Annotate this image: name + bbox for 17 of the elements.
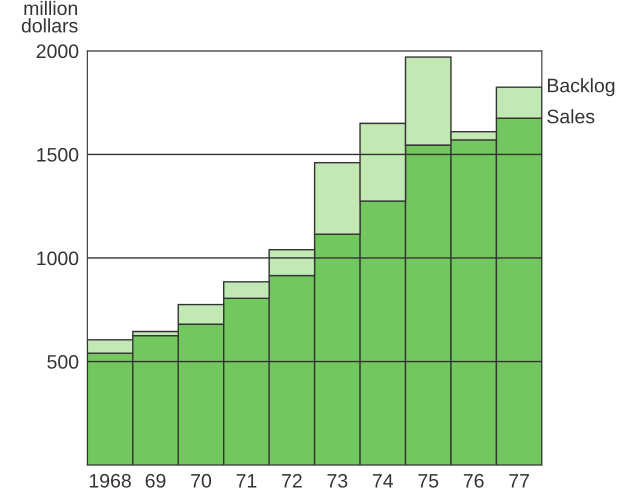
x-tick-label: 72 — [282, 474, 302, 488]
y-tick-label: 2000 — [36, 44, 78, 58]
x-tick-label: 76 — [464, 474, 484, 488]
series-label: Sales — [547, 109, 594, 124]
y-tick-label: 1500 — [37, 148, 78, 162]
x-tick-label: 69 — [146, 474, 166, 488]
x-tick-label: 1968 — [90, 474, 131, 488]
x-tick-label: 74 — [372, 474, 394, 488]
x-tick-label: 70 — [191, 474, 212, 488]
x-tick-label: 77 — [509, 474, 529, 488]
series-label: Backlog — [548, 78, 614, 96]
x-tick-label: 71 — [236, 474, 256, 488]
y-tick-label: 1000 — [37, 251, 78, 266]
y-axis-title: million dollars — [22, 0, 78, 33]
x-tick-label: 73 — [328, 474, 348, 488]
x-tick-label: 75 — [418, 474, 438, 488]
y-tick-label: 500 — [47, 354, 78, 369]
